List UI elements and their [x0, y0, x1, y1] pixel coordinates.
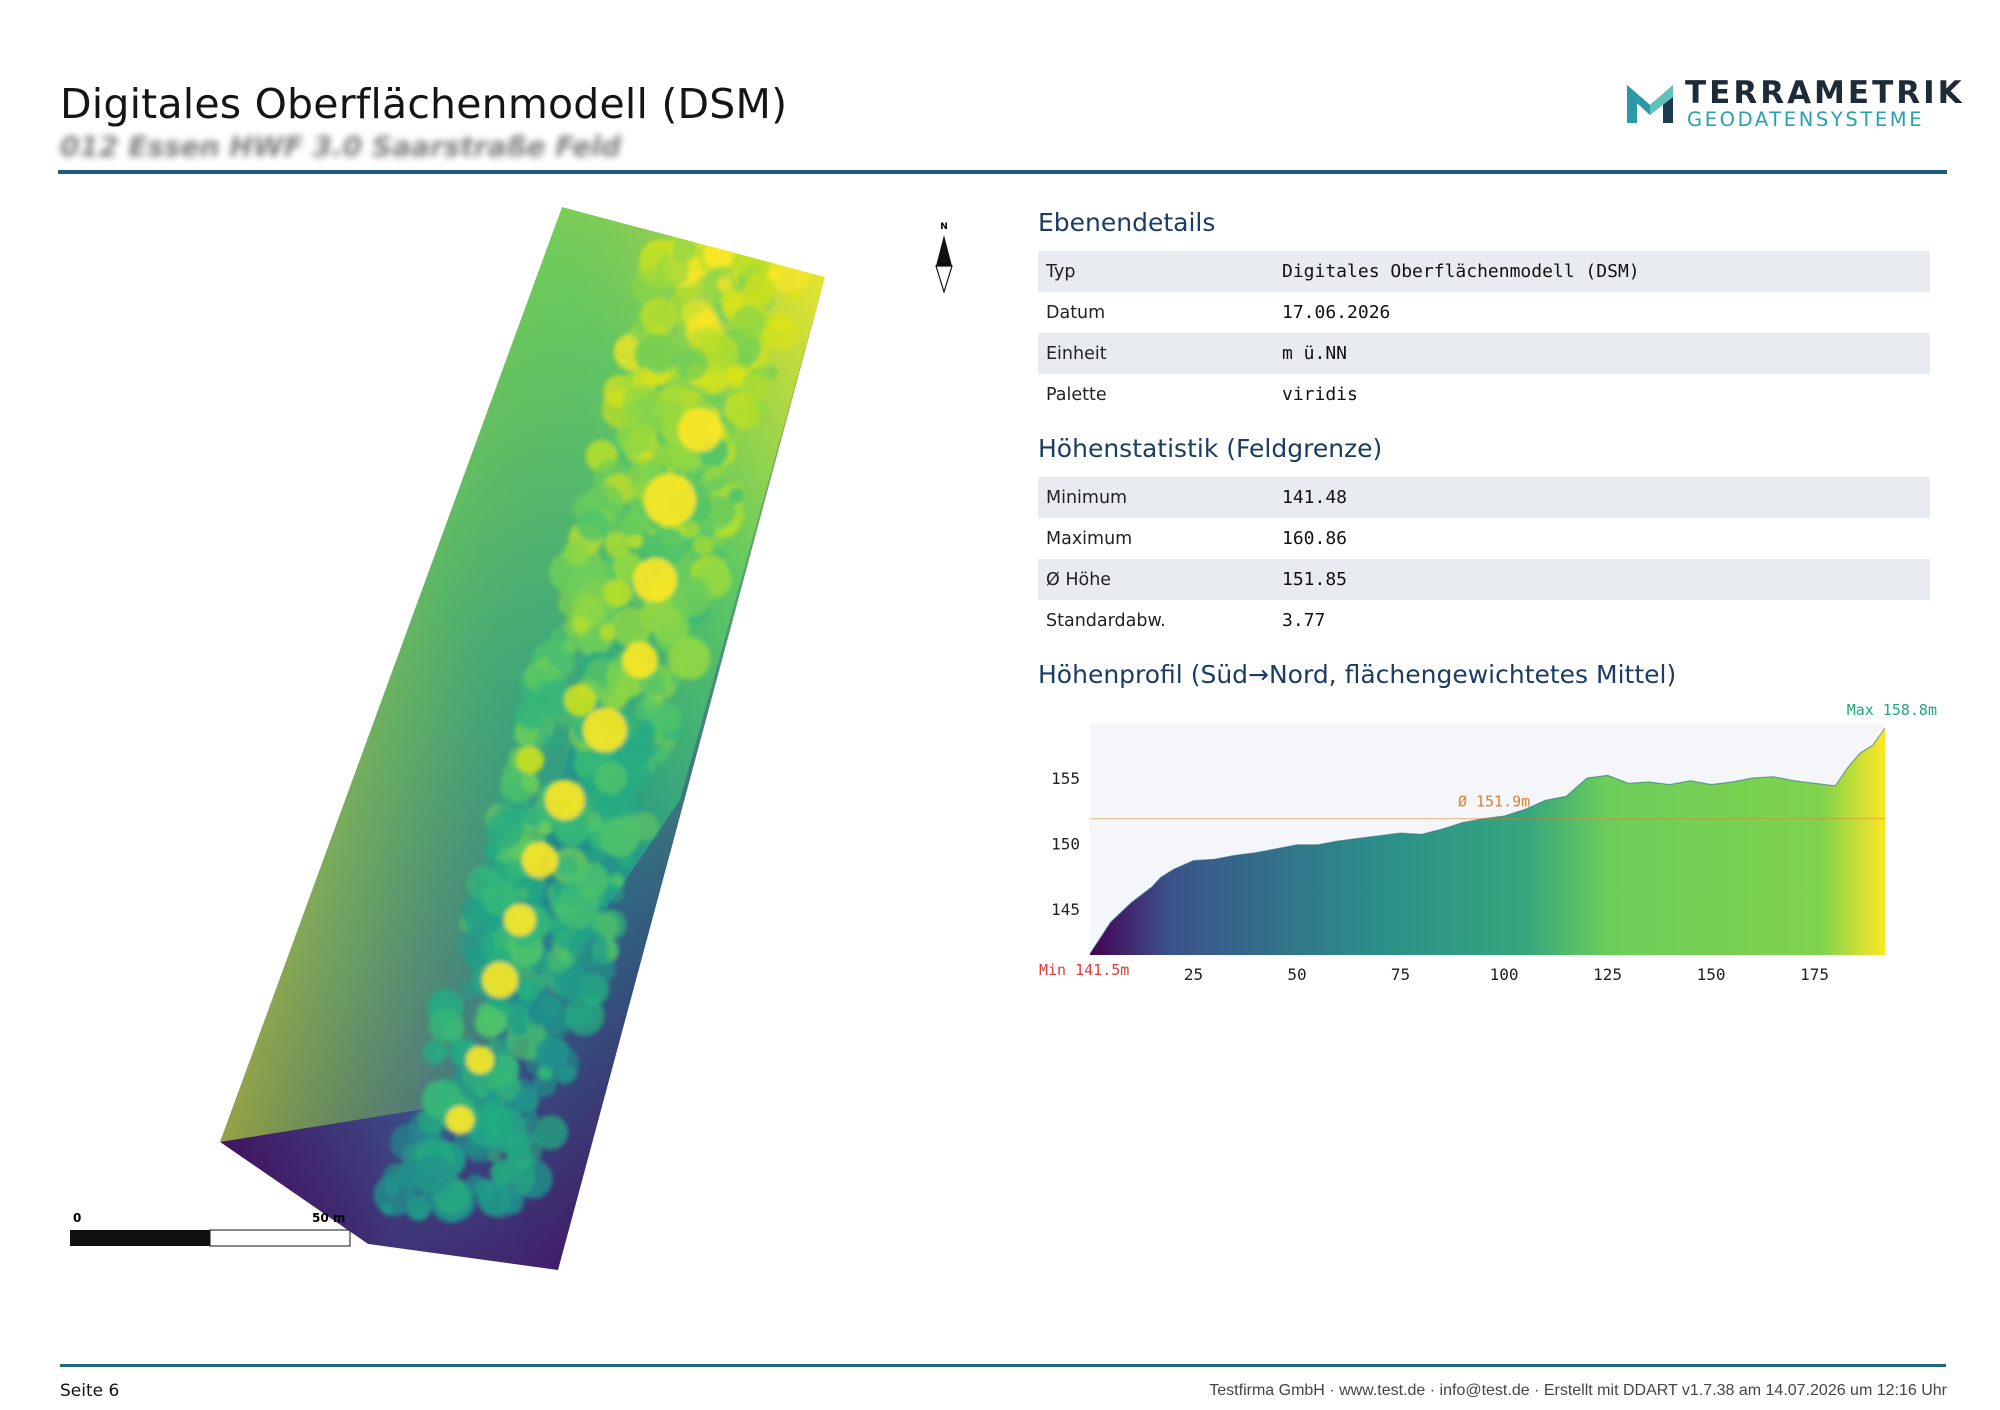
- details-value: 17.06.2026: [1282, 302, 1391, 323]
- scale-end-label: 50 m: [312, 1211, 345, 1225]
- y-tick-label: 155: [1051, 769, 1080, 788]
- details-heading: Ebenendetails: [1038, 208, 1216, 237]
- stats-table: Minimum 141.48 Maximum 160.86 Ø Höhe 151…: [1038, 477, 1930, 641]
- table-row: Palette viridis: [1038, 374, 1930, 415]
- details-value: m ü.NN: [1274, 333, 1930, 374]
- x-tick-label: 25: [1184, 965, 1203, 984]
- elevation-profile-chart: Ø 151.9m 25 50 75 100 125 150 175 145 150 155 Min 1…: [1039, 701, 1937, 984]
- y-tick-label: 145: [1051, 900, 1080, 919]
- table-row: Typ Digitales Oberflächenmodell (DSM): [1038, 251, 1930, 292]
- stats-value: 3.77: [1282, 610, 1326, 631]
- page-title: Digitales Oberflächenmodell (DSM): [60, 80, 788, 128]
- company-logo: TERRAMETRIK GEODATENSYSTEME: [1625, 75, 1962, 131]
- logo-brand-text: TERRAMETRIK: [1685, 75, 1965, 111]
- stats-value: 151.85: [1274, 559, 1930, 600]
- page-number: Seite 6: [60, 1381, 120, 1401]
- stats-key: Minimum: [1038, 477, 1274, 518]
- logo-mark-icon: [1627, 85, 1673, 123]
- profile-line: [1089, 727, 1886, 955]
- scale-bar: 0 50 m: [70, 1211, 351, 1247]
- x-tick-label: 50: [1287, 965, 1306, 984]
- table-row: Einheit m ü.NN: [1038, 333, 1930, 374]
- details-value: viridis: [1282, 384, 1358, 405]
- stats-key: Maximum: [1046, 528, 1133, 549]
- stats-heading: Höhenstatistik (Feldgrenze): [1038, 434, 1383, 463]
- stats-value: 141.48: [1274, 477, 1930, 518]
- table-row: Ø Höhe 151.85: [1038, 559, 1930, 600]
- north-arrow-icon: N: [935, 222, 953, 295]
- x-tick-label: 150: [1697, 965, 1726, 984]
- table-row: Maximum 160.86: [1038, 518, 1930, 559]
- x-tick-label: 175: [1800, 965, 1829, 984]
- stats-key: Standardabw.: [1046, 610, 1166, 631]
- x-tick-label: 75: [1391, 965, 1410, 984]
- dsm-map: N 0 50 m: [70, 207, 953, 1270]
- mean-label: Ø 151.9m: [1458, 793, 1530, 811]
- tree-canopy-layer: [373, 215, 825, 1223]
- max-label: Max 158.8m: [1847, 701, 1937, 719]
- details-value: Digitales Oberflächenmodell (DSM): [1274, 251, 1930, 292]
- footer-info: Testfirma GmbH · www.test.de · info@test…: [1209, 1382, 1947, 1399]
- logo-tagline-text: GEODATENSYSTEME: [1687, 108, 1925, 131]
- footer-divider: [60, 1364, 1946, 1367]
- min-label: Min 141.5m: [1039, 961, 1129, 979]
- project-subtitle: 012 Essen HWF 3.0 Saarstraße Feld: [60, 130, 621, 163]
- header-divider: [58, 170, 1947, 174]
- stats-key: Ø Höhe: [1038, 559, 1274, 600]
- details-key: Einheit: [1038, 333, 1274, 374]
- scale-start-label: 0: [73, 1211, 81, 1225]
- y-tick-label: 150: [1051, 835, 1080, 854]
- table-row: Datum 17.06.2026: [1038, 292, 1930, 333]
- table-row: Minimum 141.48: [1038, 477, 1930, 518]
- details-key: Palette: [1046, 384, 1107, 405]
- x-tick-label: 125: [1593, 965, 1622, 984]
- x-tick-label: 100: [1490, 965, 1519, 984]
- stats-value: 160.86: [1282, 528, 1348, 549]
- north-label: N: [940, 222, 948, 232]
- profile-heading: Höhenprofil (Süd→Nord, flächengewichtete…: [1038, 660, 1677, 689]
- details-key: Datum: [1046, 302, 1106, 323]
- details-key: Typ: [1038, 251, 1274, 292]
- table-row: Standardabw. 3.77: [1038, 600, 1930, 641]
- details-table: Typ Digitales Oberflächenmodell (DSM) Da…: [1038, 251, 1930, 415]
- profile-area: [1090, 728, 1885, 955]
